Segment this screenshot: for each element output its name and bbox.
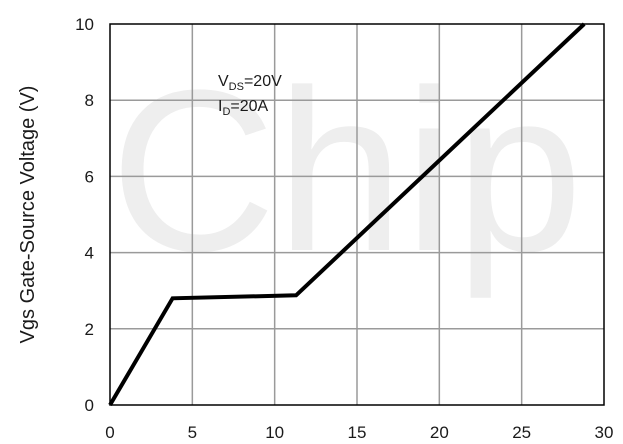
condition-annotations: VDS=20V ID=20A (218, 73, 282, 118)
x-tick-label: 15 (348, 423, 367, 442)
condition-annotation: VDS=20V (218, 73, 282, 93)
x-tick-label: 30 (595, 423, 614, 442)
x-tick-label: 20 (430, 423, 449, 442)
y-tick-label: 6 (85, 167, 94, 186)
series-line (108, 22, 586, 407)
y-tick-label: 0 (85, 396, 94, 415)
plot-frame (109, 23, 605, 406)
x-tick-label: 10 (265, 423, 284, 442)
y-tick-labels: 0 2 4 6 8 10 (75, 15, 94, 415)
x-tick-label: 5 (188, 423, 197, 442)
x-tick-labels: 0 5 10 15 20 25 30 (105, 423, 613, 442)
y-axis-label: Vgs Gate-Source Voltage (V) (17, 86, 39, 344)
y-tick-label: 8 (85, 91, 94, 110)
condition-annotation: ID=20A (218, 98, 269, 118)
grid (110, 24, 604, 405)
y-tick-label: 4 (85, 244, 94, 263)
watermark: Chip (110, 42, 583, 299)
y-tick-label: 2 (85, 320, 94, 339)
y-tick-label: 10 (75, 15, 94, 34)
x-tick-label: 25 (512, 423, 531, 442)
x-tick-label: 0 (105, 423, 114, 442)
